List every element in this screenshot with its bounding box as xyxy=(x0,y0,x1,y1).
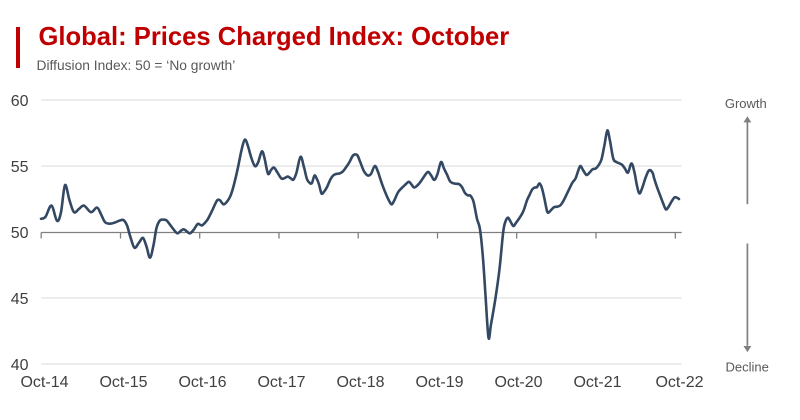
svg-text:Growth: Growth xyxy=(725,96,767,111)
svg-text:45: 45 xyxy=(11,291,29,308)
svg-text:50: 50 xyxy=(11,225,29,242)
svg-text:60: 60 xyxy=(11,93,29,110)
svg-text:40: 40 xyxy=(11,357,29,374)
svg-text:Oct-17: Oct-17 xyxy=(257,374,305,391)
svg-text:55: 55 xyxy=(11,159,29,176)
svg-text:Oct-21: Oct-21 xyxy=(573,374,621,391)
svg-text:Oct-22: Oct-22 xyxy=(655,374,703,391)
svg-text:Oct-16: Oct-16 xyxy=(178,374,226,391)
svg-text:Oct-20: Oct-20 xyxy=(494,374,542,391)
svg-text:Oct-15: Oct-15 xyxy=(99,374,147,391)
svg-text:Decline: Decline xyxy=(726,360,769,375)
svg-text:Oct-19: Oct-19 xyxy=(415,374,463,391)
svg-text:Oct-18: Oct-18 xyxy=(336,374,384,391)
svg-text:Oct-14: Oct-14 xyxy=(20,374,68,391)
